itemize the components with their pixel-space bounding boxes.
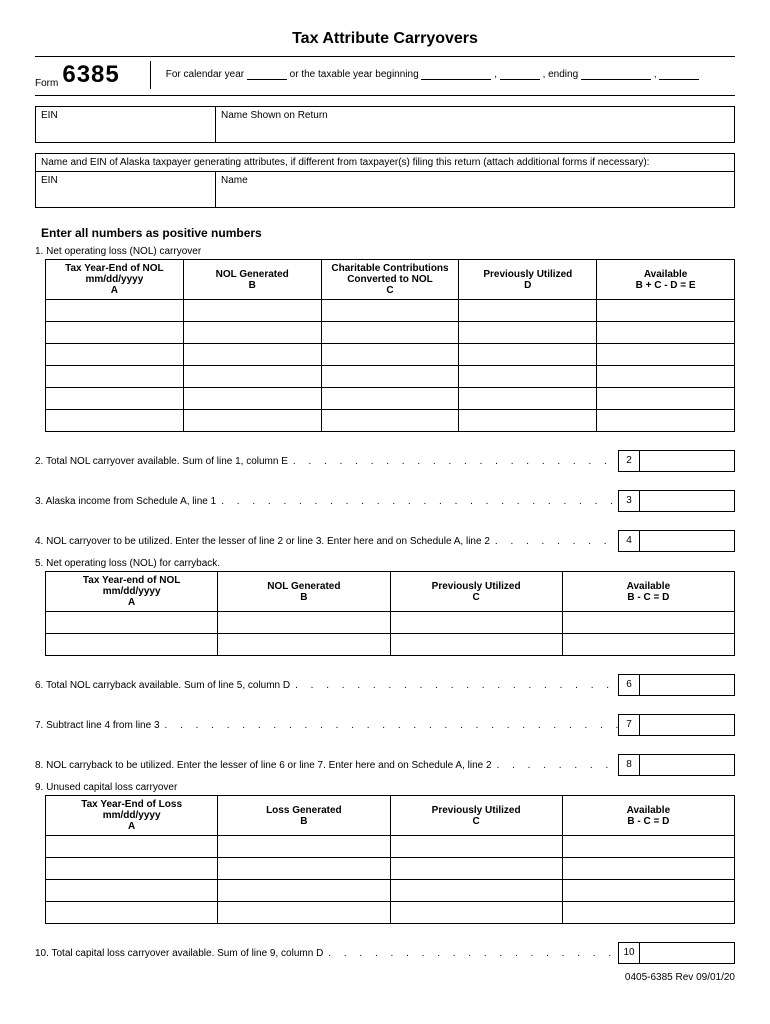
begin-date-blank[interactable] [421, 68, 491, 80]
table-row[interactable] [46, 634, 735, 656]
end-date-blank[interactable] [581, 68, 651, 80]
capital-loss-table: Tax Year-End of Loss mm/dd/yyyy A Loss G… [45, 795, 735, 924]
col-a: Tax Year-End of Loss mm/dd/yyyy A [46, 796, 218, 836]
table-row[interactable] [46, 836, 735, 858]
line-num: 7 [618, 714, 640, 736]
name-label[interactable]: Name Shown on Return [216, 107, 734, 142]
desc-text: , ending [543, 69, 581, 80]
col-c: Charitable Contributions Converted to NO… [321, 260, 459, 300]
section9-label: 9. Unused capital loss carryover [35, 782, 735, 793]
form-header: Form 6385 For calendar year or the taxab… [35, 56, 735, 96]
instruction: Enter all numbers as positive numbers [41, 226, 735, 240]
form-label: Form [35, 78, 58, 89]
line-value[interactable] [640, 942, 735, 964]
line-text: 4. NOL carryover to be utilized. Enter t… [35, 536, 490, 547]
line-2: 2. Total NOL carryover available. Sum of… [35, 450, 735, 472]
alaska-taxpayer-box: Name and EIN of Alaska taxpayer generati… [35, 153, 735, 208]
table-row[interactable] [46, 612, 735, 634]
line-10: 10. Total capital loss carryover availab… [35, 942, 735, 964]
col-b: NOL Generated B [183, 260, 321, 300]
section5-label: 5. Net operating loss (NOL) for carrybac… [35, 558, 735, 569]
leader-dots: . . . . . . . . . . . . . . . . . . . . … [323, 948, 618, 959]
table-row[interactable] [46, 858, 735, 880]
line-num: 2 [618, 450, 640, 472]
col-a: Tax Year-End of NOL mm/dd/yyyy A [46, 260, 184, 300]
table-row[interactable] [46, 880, 735, 902]
col-d: Available B - C = D [562, 796, 734, 836]
table-row[interactable] [46, 410, 735, 432]
line-text: 8. NOL carryback to be utilized. Enter t… [35, 760, 492, 771]
line-num: 10 [618, 942, 640, 964]
line-num: 3 [618, 490, 640, 512]
line-text: 7. Subtract line 4 from line 3 [35, 720, 160, 731]
line-value[interactable] [640, 530, 735, 552]
line-3: 3. Alaska income from Schedule A, line 1… [35, 490, 735, 512]
section1-label: 1. Net operating loss (NOL) carryover [35, 246, 735, 257]
footer-revision: 0405-6385 Rev 09/01/20 [35, 972, 735, 983]
alaska-name-label[interactable]: Name [216, 172, 734, 207]
identity-box: EIN Name Shown on Return [35, 106, 735, 143]
leader-dots: . . . . . . . . . . . . . . . . . . . . … [492, 760, 618, 771]
line-num: 6 [618, 674, 640, 696]
table-row[interactable] [46, 366, 735, 388]
ein-label[interactable]: EIN [36, 107, 216, 142]
leader-dots: . . . . . . . . . . . . . . . . . . . . … [160, 720, 618, 731]
leader-dots: . . . . . . . . . . . . . . . . . . . . … [290, 680, 618, 691]
table-row[interactable] [46, 322, 735, 344]
alaska-ein-label[interactable]: EIN [36, 172, 216, 207]
nol-carryover-table: Tax Year-End of NOL mm/dd/yyyy A NOL Gen… [45, 259, 735, 432]
line-value[interactable] [640, 674, 735, 696]
line-7: 7. Subtract line 4 from line 3 . . . . .… [35, 714, 735, 736]
col-d: Previously Utilized D [459, 260, 597, 300]
line-text: 3. Alaska income from Schedule A, line 1 [35, 496, 216, 507]
nol-carryback-table: Tax Year-end of NOL mm/dd/yyyy A NOL Gen… [45, 571, 735, 656]
line-value[interactable] [640, 714, 735, 736]
col-c: Previously Utilized C [390, 796, 562, 836]
begin-year-blank[interactable] [500, 68, 540, 80]
leader-dots: . . . . . . . . . . . . . . . . . . . . … [288, 456, 618, 467]
table-row[interactable] [46, 300, 735, 322]
page-title: Tax Attribute Carryovers [35, 30, 735, 48]
col-e: Available B + C - D = E [597, 260, 735, 300]
line-value[interactable] [640, 490, 735, 512]
table-row[interactable] [46, 388, 735, 410]
line-8: 8. NOL carryback to be utilized. Enter t… [35, 754, 735, 776]
line-4: 4. NOL carryover to be utilized. Enter t… [35, 530, 735, 552]
line-6: 6. Total NOL carryback available. Sum of… [35, 674, 735, 696]
table-row[interactable] [46, 344, 735, 366]
leader-dots: . . . . . . . . . . . . . . . . . . . . … [216, 496, 618, 507]
line-num: 4 [618, 530, 640, 552]
header-description: For calendar year or the taxable year be… [150, 61, 700, 89]
table-row[interactable] [46, 902, 735, 924]
line-num: 8 [618, 754, 640, 776]
year-blank[interactable] [247, 68, 287, 80]
leader-dots: . . . . . . . . . . . . . . . . . . . . … [490, 536, 618, 547]
desc-text: For calendar year [166, 69, 247, 80]
line-value[interactable] [640, 754, 735, 776]
col-a: Tax Year-end of NOL mm/dd/yyyy A [46, 572, 218, 612]
col-b: NOL Generated B [218, 572, 390, 612]
end-year-blank[interactable] [659, 68, 699, 80]
col-c: Previously Utilized C [390, 572, 562, 612]
line-text: 2. Total NOL carryover available. Sum of… [35, 456, 288, 467]
line-value[interactable] [640, 450, 735, 472]
alaska-note: Name and EIN of Alaska taxpayer generati… [41, 157, 729, 168]
line-text: 6. Total NOL carryback available. Sum of… [35, 680, 290, 691]
col-d: Available B - C = D [562, 572, 734, 612]
col-b: Loss Generated B [218, 796, 390, 836]
form-number: 6385 [62, 61, 119, 89]
line-text: 10. Total capital loss carryover availab… [35, 948, 323, 959]
desc-text: or the taxable year beginning [290, 69, 422, 80]
